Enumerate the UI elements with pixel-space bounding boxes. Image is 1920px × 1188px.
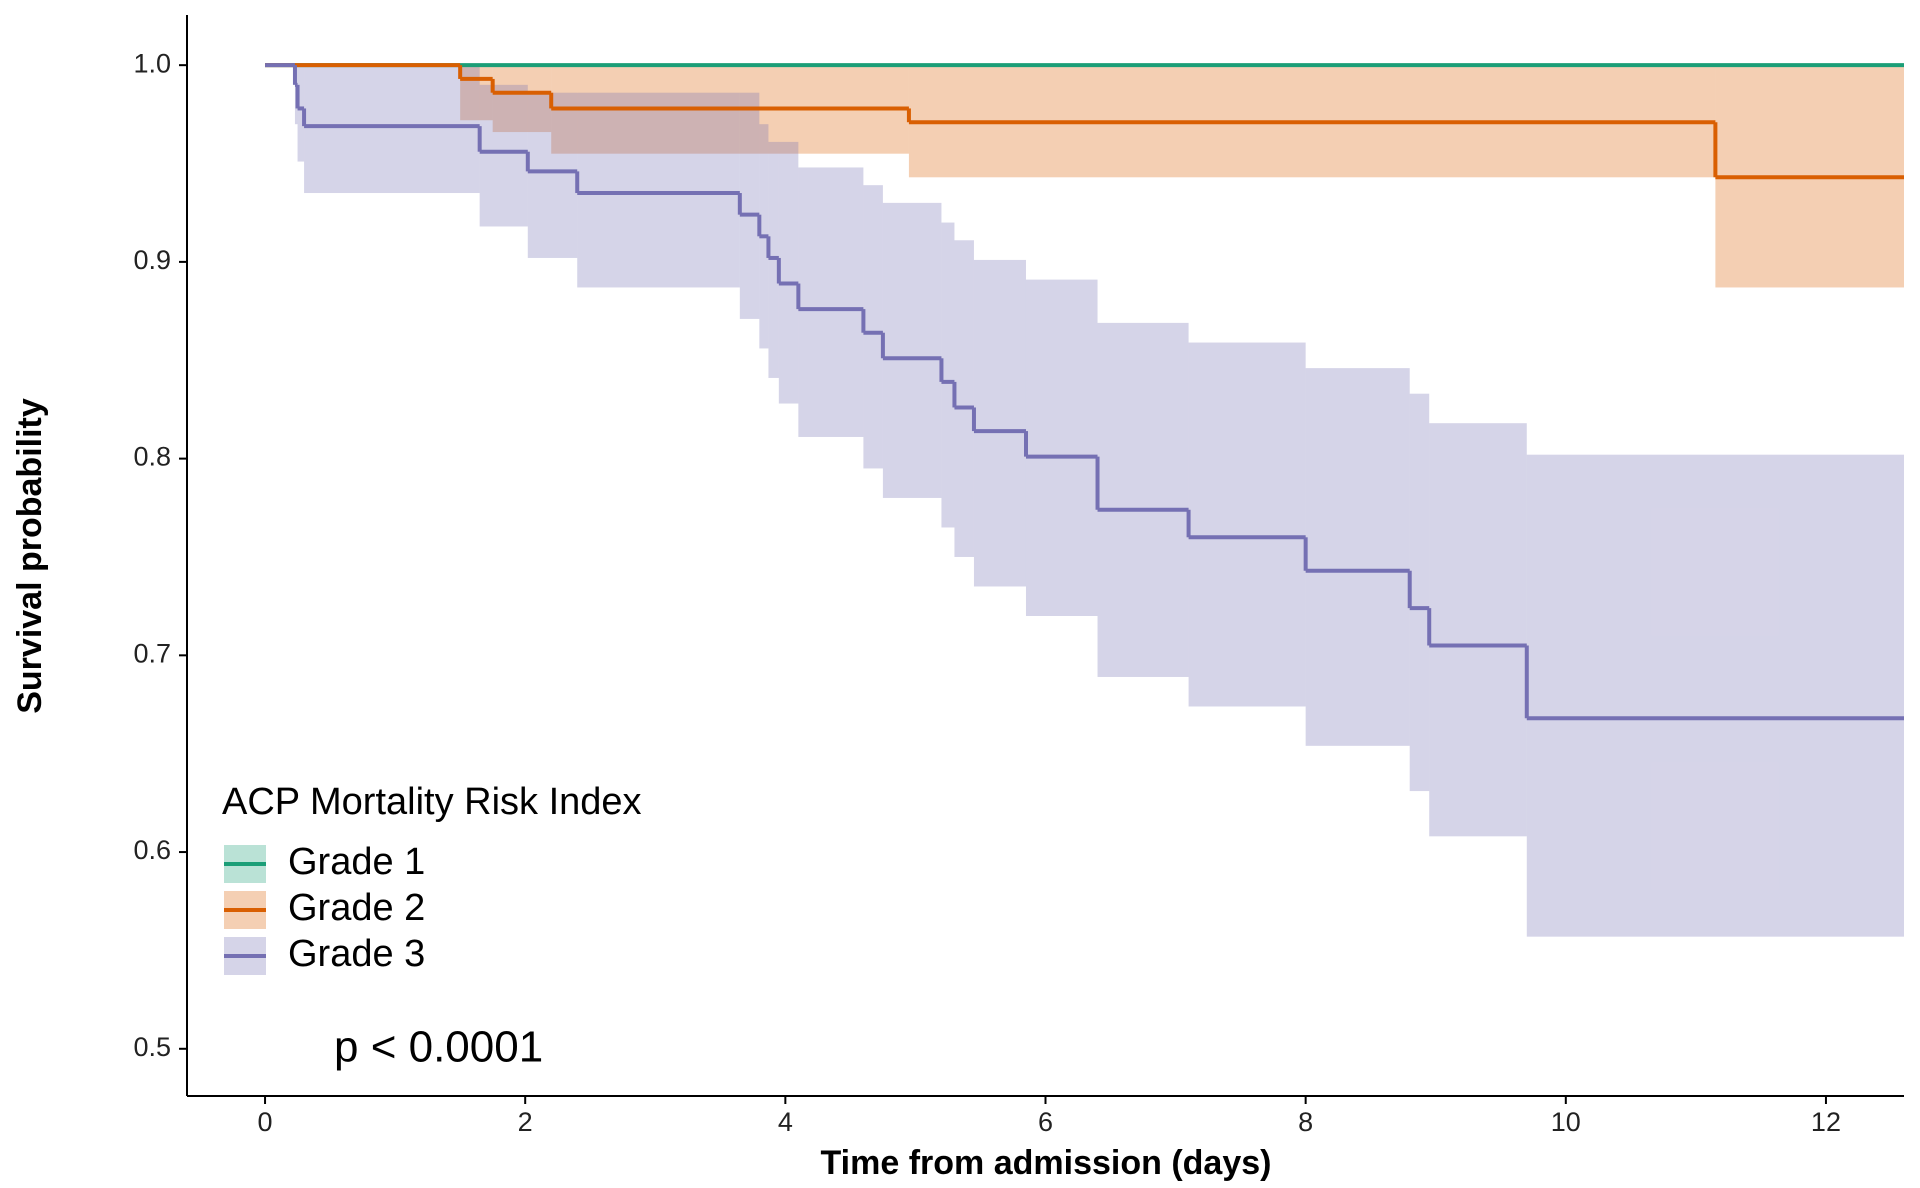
x-axis-title: Time from admission (days): [821, 1144, 1272, 1182]
ci-band: [1526, 454, 1904, 937]
y-tick-label: 0.7: [133, 638, 171, 668]
ci-band: [304, 65, 480, 194]
ci-band: [1409, 393, 1430, 792]
x-tick-label: 6: [1038, 1107, 1053, 1137]
ci-band: [1305, 368, 1410, 746]
legend-label: Grade 1: [288, 841, 425, 883]
ci-band: [739, 92, 760, 319]
ci-band: [954, 240, 974, 557]
x-tick-label: 0: [258, 1107, 273, 1137]
ci-band: [778, 141, 799, 404]
x-tick-label: 8: [1298, 1107, 1313, 1137]
y-tick-label: 0.5: [133, 1032, 171, 1062]
ci-band: [1025, 279, 1098, 616]
legend-title: ACP Mortality Risk Index: [222, 781, 642, 823]
y-tick-label: 0.9: [133, 245, 171, 275]
y-tick-label: 1.0: [133, 48, 171, 78]
ci-band: [297, 65, 305, 162]
ci-band: [479, 84, 528, 227]
ci-band: [492, 65, 552, 133]
ci-band: [577, 92, 740, 288]
ci-band: [973, 259, 1026, 587]
ci-band: [460, 65, 493, 121]
ci-band: [798, 167, 864, 437]
ci-band: [1429, 423, 1527, 837]
y-tick-label: 0.8: [133, 442, 171, 472]
x-tick-label: 12: [1811, 1107, 1841, 1137]
ci-band: [863, 185, 883, 469]
y-axis-title: Survival probability: [11, 398, 49, 714]
ci-band: [1188, 342, 1306, 707]
p-value: p < 0.0001: [334, 1023, 543, 1072]
x-tick-label: 4: [778, 1107, 793, 1137]
ci-band: [527, 92, 578, 258]
x-tick-label: 2: [518, 1107, 533, 1137]
x-tick-label: 10: [1551, 1107, 1581, 1137]
lines: [265, 63, 1904, 721]
y-tick-label: 0.6: [133, 835, 171, 865]
ci-band: [1097, 322, 1189, 677]
legend-label: Grade 3: [288, 933, 425, 975]
ci-band: [882, 202, 942, 498]
legend-label: Grade 2: [288, 887, 425, 929]
ci-band: [941, 222, 955, 528]
